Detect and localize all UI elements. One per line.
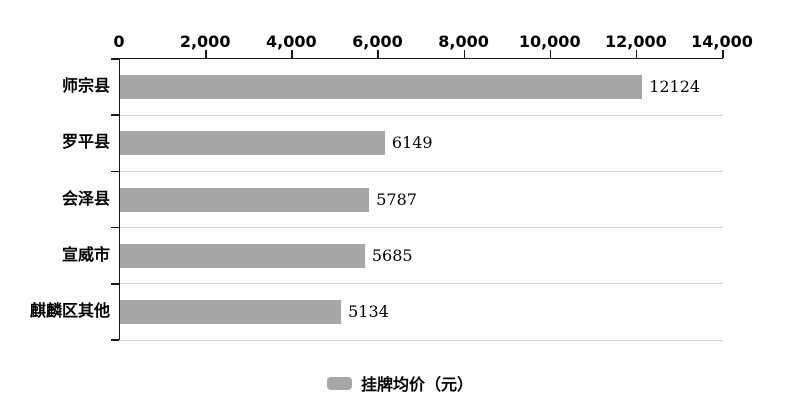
x-axis-tick-label: 4,000 xyxy=(265,32,317,51)
row-separator-line xyxy=(120,114,723,116)
x-axis-tick-mark xyxy=(377,49,379,58)
legend-marker xyxy=(326,376,352,390)
x-axis-tick-mark xyxy=(722,49,724,58)
x-axis-tick-label: 2,000 xyxy=(179,32,231,51)
y-axis-tick-mark xyxy=(110,114,119,116)
row-separator-line xyxy=(120,170,723,172)
bar-value-label: 5685 xyxy=(371,245,413,265)
x-axis-tick-mark xyxy=(463,49,466,58)
category-label: 罗平县 xyxy=(61,132,110,152)
legend: 挂牌均价（元） xyxy=(0,371,800,395)
y-axis-tick-mark xyxy=(110,339,119,341)
legend-label: 挂牌均价（元） xyxy=(360,375,473,394)
bar-罗平县 xyxy=(120,131,385,156)
x-axis-tick-label: 6,000 xyxy=(352,32,403,51)
y-axis-tick-mark xyxy=(110,170,119,173)
x-axis-tick-mark xyxy=(635,49,638,58)
row-separator-line xyxy=(120,227,723,229)
bar-会泽县 xyxy=(120,187,370,212)
category-label: 宣威市 xyxy=(61,244,110,264)
y-axis-tick-mark xyxy=(110,226,119,229)
x-axis-tick-mark xyxy=(205,49,207,58)
x-axis-tick-label: 10,000 xyxy=(518,32,581,51)
x-axis-tick-label: 14,000 xyxy=(691,32,753,51)
x-axis-tick-mark xyxy=(549,49,552,58)
bar-麒麟区其他 xyxy=(120,299,342,324)
category-label: 会泽县 xyxy=(61,188,110,208)
y-axis-tick-mark xyxy=(110,58,119,60)
row-separator-line xyxy=(120,283,723,285)
bar-宣威市 xyxy=(120,243,365,268)
bar-value-label: 12124 xyxy=(649,77,701,97)
row-separator-line xyxy=(120,339,723,341)
x-axis-tick-label: 8,000 xyxy=(438,32,489,51)
x-axis-tick-label: 12,000 xyxy=(604,32,667,51)
x-axis-tick-label: 0 xyxy=(113,32,125,51)
x-axis-tick-mark xyxy=(291,49,293,58)
plot-area: 12124 6149 5787 5685 5134 xyxy=(110,49,724,341)
bar-value-label: 6149 xyxy=(391,133,433,153)
category-label: 师宗县 xyxy=(61,76,110,96)
bar-value-label: 5787 xyxy=(376,189,417,209)
y-axis-tick-mark xyxy=(110,283,119,285)
bar-师宗县 xyxy=(120,75,643,100)
category-label: 麒麟区其他 xyxy=(29,300,110,320)
bar-value-label: 5134 xyxy=(348,301,389,321)
